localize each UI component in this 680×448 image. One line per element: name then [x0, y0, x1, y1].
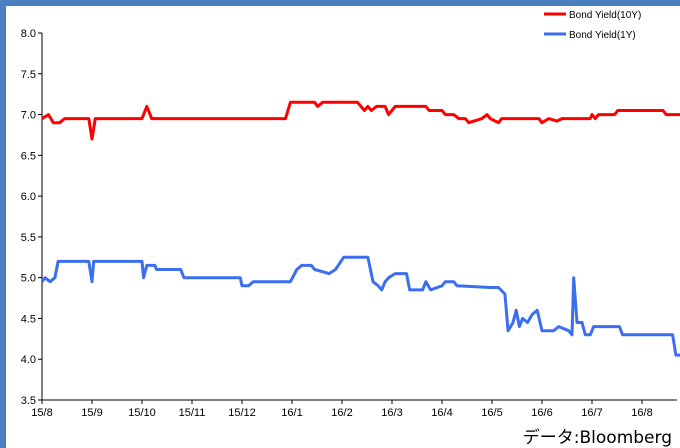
x-tick-label: 15/9 [81, 407, 102, 419]
x-tick-label: 15/10 [128, 407, 156, 419]
x-tick-label: 16/8 [631, 407, 652, 419]
series-layer [40, 100, 680, 357]
axes: 8.0 7.5 7.0 6.5 6.0 5.5 5.0 4.5 4.0 3.515/8 15/9 15… [21, 28, 677, 419]
x-tick-label: 15/12 [228, 407, 256, 419]
legend-label: Bond Yield(1Y) [569, 30, 636, 41]
x-tick-label: 16/4 [431, 407, 452, 419]
y-tick-label: 4.5 [21, 313, 36, 325]
x-tick-label: 16/1 [281, 407, 302, 419]
y-tick-label: 6.5 [21, 150, 36, 162]
y-tick-label: 7.5 [21, 69, 36, 81]
x-tick-label: 15/8 [31, 407, 52, 419]
y-tick-label: 5.5 [21, 232, 36, 244]
source-label: データ:Bloomberg [522, 428, 672, 448]
legend: Bond Yield(10Y) Bond Yield(1Y) [544, 10, 641, 41]
x-tick-label: 16/5 [481, 407, 502, 419]
y-tick-label: 4.0 [21, 354, 36, 366]
x-tick-label: 16/6 [531, 407, 552, 419]
series-line-bond-yield-1y [40, 255, 680, 357]
y-tick-label: 7.0 [21, 110, 36, 122]
series-line-bond-yield-10y [41, 100, 680, 141]
x-tick-label: 16/7 [581, 407, 602, 419]
y-tick-label: 5.0 [21, 273, 36, 285]
x-tick-label: 15/11 [179, 407, 206, 419]
y-tick-label: 3.5 [21, 395, 36, 407]
x-tick-label: 16/2 [331, 407, 352, 419]
x-tick-label: 16/3 [381, 407, 402, 419]
y-tick-label: 8.0 [21, 28, 36, 40]
y-tick-label: 6.0 [21, 191, 36, 203]
legend-label: Bond Yield(10Y) [569, 10, 641, 21]
